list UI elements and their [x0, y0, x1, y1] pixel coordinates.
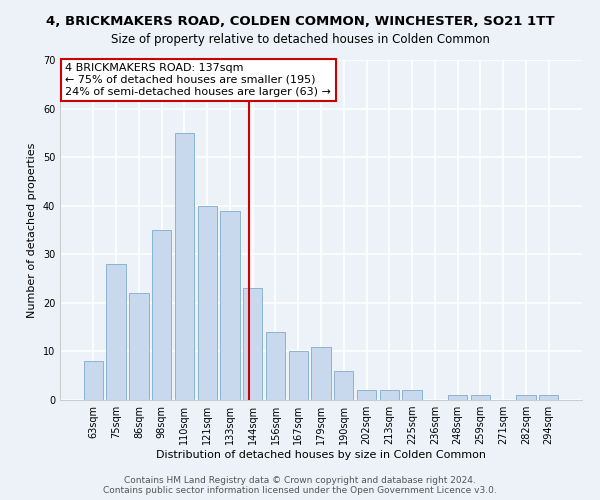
- Bar: [380, 390, 399, 400]
- Bar: [311, 346, 331, 400]
- Bar: [403, 390, 422, 400]
- Bar: [266, 332, 285, 400]
- Text: Size of property relative to detached houses in Colden Common: Size of property relative to detached ho…: [110, 32, 490, 46]
- Bar: [175, 133, 194, 400]
- Bar: [539, 395, 558, 400]
- Y-axis label: Number of detached properties: Number of detached properties: [27, 142, 37, 318]
- Bar: [220, 210, 239, 400]
- Bar: [84, 361, 103, 400]
- Bar: [106, 264, 126, 400]
- Bar: [129, 293, 149, 400]
- Text: Contains HM Land Registry data © Crown copyright and database right 2024.
Contai: Contains HM Land Registry data © Crown c…: [103, 476, 497, 495]
- X-axis label: Distribution of detached houses by size in Colden Common: Distribution of detached houses by size …: [156, 450, 486, 460]
- Bar: [334, 371, 353, 400]
- Bar: [448, 395, 467, 400]
- Bar: [470, 395, 490, 400]
- Bar: [516, 395, 536, 400]
- Text: 4 BRICKMAKERS ROAD: 137sqm
← 75% of detached houses are smaller (195)
24% of sem: 4 BRICKMAKERS ROAD: 137sqm ← 75% of deta…: [65, 64, 331, 96]
- Bar: [357, 390, 376, 400]
- Bar: [152, 230, 172, 400]
- Text: 4, BRICKMAKERS ROAD, COLDEN COMMON, WINCHESTER, SO21 1TT: 4, BRICKMAKERS ROAD, COLDEN COMMON, WINC…: [46, 15, 554, 28]
- Bar: [197, 206, 217, 400]
- Bar: [243, 288, 262, 400]
- Bar: [289, 352, 308, 400]
